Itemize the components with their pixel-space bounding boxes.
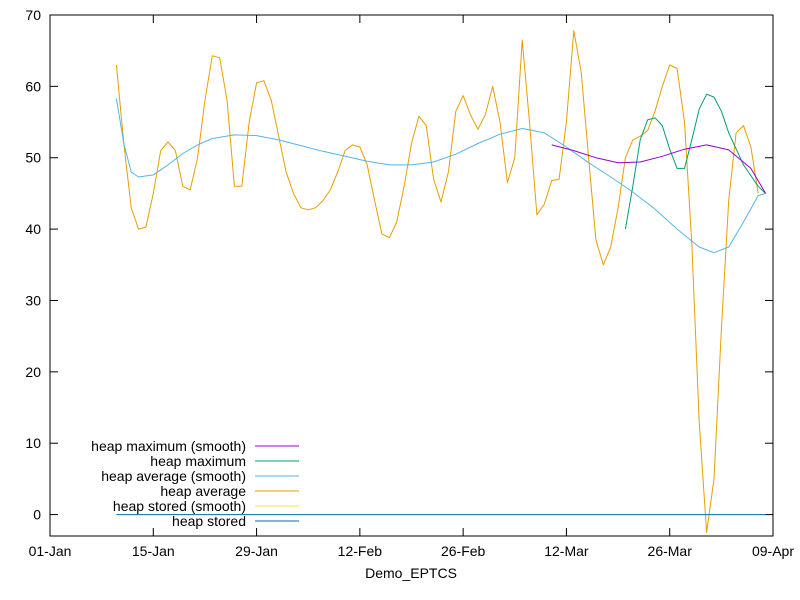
x-tick-label: 12-Feb [338, 543, 383, 559]
y-tick-label: 0 [33, 507, 41, 523]
series-line-heap-average-smooth [115, 98, 766, 254]
tick-labels: 0 10 20 30 40 50 60 70 01-Jan 15-Jan 29-Jan 12-Feb 2… [25, 7, 794, 559]
series-lines [115, 30, 767, 533]
y-tick-label: 70 [25, 7, 41, 23]
y-tick-label: 10 [25, 435, 41, 451]
x-axis-label: Demo_EPTCS [365, 565, 457, 581]
legend-label: heap stored [172, 513, 246, 529]
axis-ticks [49, 14, 774, 536]
series-line-heap-average [115, 30, 759, 533]
x-tick-label: 09-Apr [752, 543, 794, 559]
x-tick-label: 26-Mar [648, 543, 693, 559]
legend-label: heap maximum [150, 453, 246, 469]
y-tick-label: 20 [25, 364, 41, 380]
legend-label: heap stored (smooth) [113, 498, 246, 514]
y-tick-label: 60 [25, 78, 41, 94]
x-tick-label: 15-Jan [132, 543, 175, 559]
y-tick-label: 30 [25, 292, 41, 308]
series-line-heap-maximum-smooth [551, 144, 767, 194]
y-tick-label: 40 [25, 221, 41, 237]
x-tick-label: 29-Jan [235, 543, 278, 559]
legend-label: heap average (smooth) [101, 468, 246, 484]
y-tick-label: 50 [25, 150, 41, 166]
plot-frame [49, 14, 774, 537]
legend-label: heap average [160, 483, 246, 499]
x-tick-label: 12-Mar [544, 543, 589, 559]
x-tick-label: 01-Jan [29, 543, 72, 559]
series-line-heap-maximum [624, 93, 766, 230]
x-tick-label: 26-Feb [441, 543, 486, 559]
legend-label: heap maximum (smooth) [91, 438, 246, 454]
